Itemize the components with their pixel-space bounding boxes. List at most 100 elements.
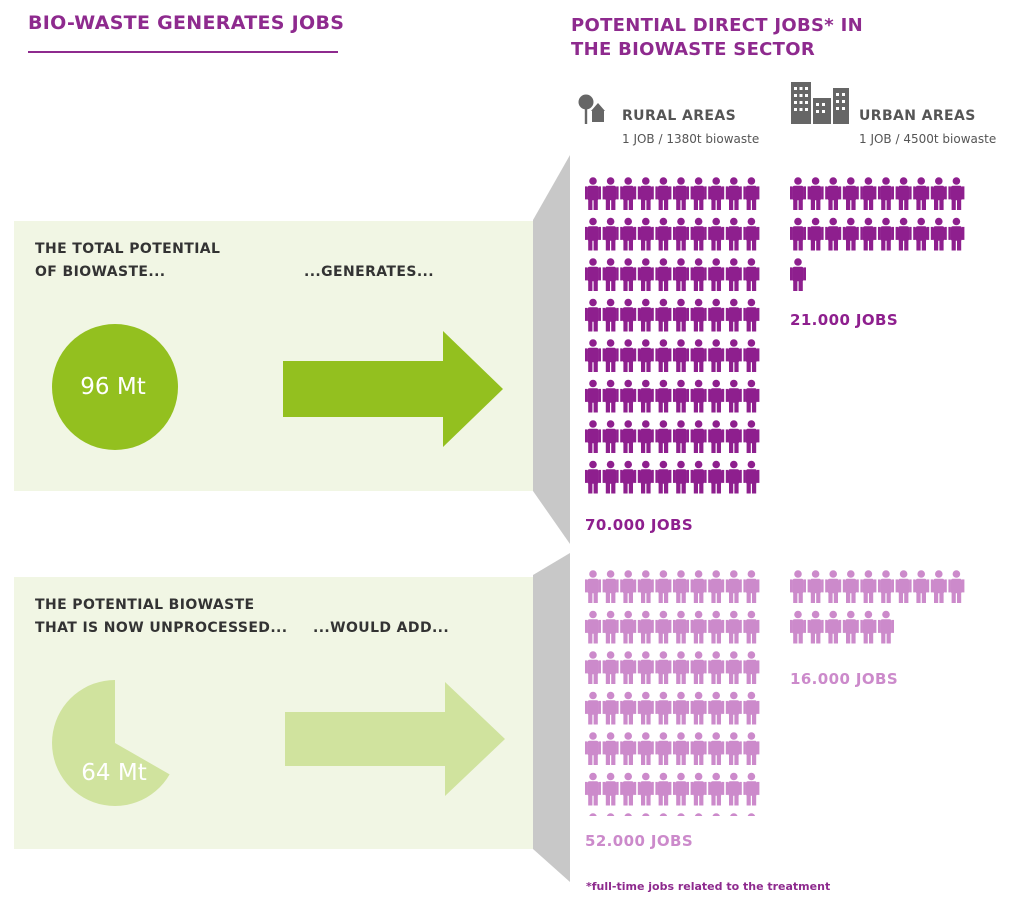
person-icon: [585, 339, 601, 372]
rural-areas-label: RURAL AREAS: [622, 108, 737, 124]
person-icon: [860, 177, 877, 210]
person-icon: [730, 813, 738, 816]
person-icon: [620, 177, 637, 210]
person-icon: [637, 460, 654, 494]
page-title: BIO-WASTE GENERATES JOBS: [28, 12, 345, 34]
person-icon: [620, 420, 637, 453]
person-icon: [690, 217, 707, 251]
generates-arrow: [283, 331, 503, 447]
person-icon: [637, 651, 654, 684]
rural-jobs-total-label: 70.000 JOBS: [585, 516, 694, 534]
person-icon: [878, 217, 894, 251]
would-add-arrow: [285, 682, 505, 796]
person-icon: [655, 570, 672, 603]
person-icon: [585, 610, 601, 644]
person-icon: [673, 772, 689, 806]
person-icon: [655, 177, 672, 210]
person-icon: [637, 379, 654, 413]
person-icon: [708, 258, 725, 291]
person-icon: [637, 298, 654, 332]
person-icon: [606, 813, 615, 816]
person-icon: [895, 177, 912, 210]
person-icon: [620, 379, 637, 413]
person-icon: [620, 339, 637, 372]
person-icon: [620, 610, 637, 644]
person-icon: [602, 298, 619, 332]
person-icon: [807, 610, 824, 644]
section-title: POTENTIAL DIRECT JOBS* IN THE BIOWASTE S…: [571, 14, 891, 62]
person-icon: [602, 177, 619, 210]
person-icon: [637, 420, 654, 453]
person-icon: [690, 339, 707, 372]
person-icon: [585, 691, 601, 725]
person-icon: [673, 217, 689, 251]
urban-jobs-total-pictogram: [790, 177, 965, 291]
person-icon: [655, 772, 672, 806]
person-icon: [585, 460, 601, 494]
person-icon: [655, 610, 672, 644]
person-icon: [708, 339, 725, 372]
person-icon: [585, 298, 601, 332]
person-icon: [585, 177, 601, 210]
person-icon: [620, 691, 637, 725]
person-icon: [807, 570, 824, 603]
person-icon: [585, 651, 601, 684]
person-icon: [860, 570, 877, 603]
person-icon: [708, 610, 725, 644]
connector-wedge-top: [533, 155, 570, 544]
person-icon: [602, 379, 619, 413]
person-icon: [585, 772, 601, 806]
person-icon: [589, 813, 597, 816]
biowaste-unprocessed-pie: 64 Mt: [52, 680, 170, 806]
pie-slice: [52, 324, 178, 450]
person-icon: [673, 460, 689, 494]
person-icon: [620, 772, 637, 806]
unprocessed-panel-line1: THE POTENTIAL BIOWASTE: [35, 597, 255, 613]
person-icon: [743, 460, 760, 494]
urban-rate: 1 JOB / 4500t biowaste: [859, 132, 997, 146]
person-icon: [725, 379, 742, 413]
person-icon: [948, 570, 965, 603]
person-icon: [673, 570, 689, 603]
person-icon: [743, 691, 760, 725]
person-icon: [743, 258, 760, 291]
person-icon: [637, 570, 654, 603]
person-icon: [690, 460, 707, 494]
person-icon: [690, 772, 707, 806]
person-icon: [655, 379, 672, 413]
person-icon: [708, 651, 725, 684]
person-icon: [602, 420, 619, 453]
urban-jobs-added-pictogram: [790, 570, 965, 644]
person-icon: [913, 570, 930, 603]
connector-wedge-bottom: [533, 553, 570, 882]
person-icon: [725, 772, 742, 806]
person-icon: [725, 691, 742, 725]
title-underline: [28, 51, 338, 53]
person-icon: [673, 691, 689, 725]
rural-jobs-total-pictogram: [585, 177, 760, 494]
rural-icon: [578, 94, 605, 124]
person-icon: [790, 177, 806, 210]
rural-jobs-added-label: 52.000 JOBS: [585, 832, 694, 850]
person-icon: [743, 772, 760, 806]
person-icon: [673, 732, 689, 765]
person-icon: [637, 732, 654, 765]
person-icon: [620, 258, 637, 291]
person-icon: [930, 570, 947, 603]
person-icon: [708, 217, 725, 251]
person-icon: [708, 177, 725, 210]
person-icon: [655, 732, 672, 765]
person-icon: [790, 258, 806, 291]
person-icon: [725, 420, 742, 453]
person-icon: [655, 651, 672, 684]
person-icon: [655, 339, 672, 372]
person-icon: [878, 177, 894, 210]
person-icon: [790, 610, 806, 644]
urban-jobs-added-label: 16.000 JOBS: [790, 670, 899, 688]
person-icon: [602, 691, 619, 725]
unprocessed-panel-line2: THAT IS NOW UNPROCESSED...: [35, 620, 288, 636]
person-icon: [673, 651, 689, 684]
section-title-line2: THE BIOWASTE SECTOR: [571, 39, 816, 60]
person-icon: [690, 177, 707, 210]
person-icon: [747, 813, 756, 816]
